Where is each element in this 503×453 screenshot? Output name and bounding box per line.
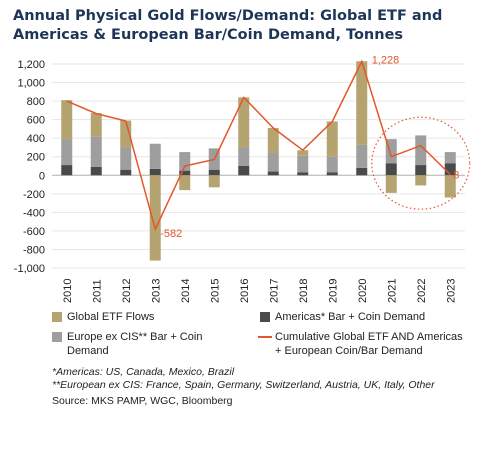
data-label: 8 — [453, 170, 459, 182]
bar-segment — [326, 156, 338, 173]
x-tick-label: 2018 — [298, 279, 310, 303]
legend-swatch-europe — [52, 332, 62, 342]
y-axis-ticks: 1,200 1,000 800 600 400 200 0 -200 -400 -600 -800 -… — [14, 59, 45, 275]
cumulative-line — [66, 59, 451, 232]
bar-segment — [149, 143, 161, 169]
y-tick-label: -400 — [23, 207, 45, 219]
bar-segment — [61, 139, 73, 166]
bar-segment — [326, 172, 338, 176]
bar-segment — [444, 175, 456, 198]
bar-segment — [90, 166, 102, 176]
footnote-europe: **European ex CIS: France, Spain, German… — [52, 379, 435, 391]
x-tick-label: 2021 — [386, 279, 398, 303]
bar-segment — [415, 175, 427, 186]
bar-segment — [238, 166, 250, 176]
y-tick-label: 600 — [27, 115, 45, 127]
stacked-bar-line-chart: 1,200 1,000 800 600 400 200 0 -200 -400 -600 -800 -… — [14, 54, 471, 303]
x-tick-label: 2022 — [416, 279, 428, 303]
bar-segment — [179, 170, 191, 176]
x-tick-label: 2017 — [268, 279, 280, 303]
cumulative-series-line — [66, 59, 451, 232]
y-tick-label: -1,000 — [14, 263, 45, 275]
x-tick-label: 2010 — [62, 279, 74, 303]
bar-segment — [415, 135, 427, 166]
bar-segment — [61, 165, 73, 176]
y-tick-label: 800 — [27, 96, 45, 108]
bar-segment — [149, 168, 161, 176]
x-tick-label: 2013 — [150, 279, 162, 303]
bar-segment — [208, 169, 220, 176]
bar-segment — [120, 120, 132, 148]
bar-segment — [356, 144, 368, 168]
legend-swatch-americas — [260, 312, 270, 322]
legend-label-europe-line2: Demand — [67, 345, 109, 357]
bar-segment — [90, 113, 102, 137]
bar-segment — [356, 61, 368, 145]
legend-label-europe-line1: Europe ex CIS** Bar + Coin — [67, 331, 203, 343]
highlight-circle — [371, 116, 471, 210]
bar-segment — [297, 155, 309, 173]
bar-segment — [90, 136, 102, 167]
bar-segment — [415, 165, 427, 176]
bar-segment — [267, 153, 279, 172]
bar-segment — [267, 171, 279, 176]
footnote-americas: *Americas: US, Canada, Mexico, Brazil — [52, 366, 235, 378]
x-tick-label: 2019 — [327, 279, 339, 303]
y-tick-label: 1,200 — [17, 59, 45, 71]
data-label: 1,228 — [372, 54, 400, 66]
x-tick-label: 2011 — [91, 279, 103, 303]
bar-segment — [385, 175, 397, 193]
bar-segment — [385, 163, 397, 176]
bar-segment — [208, 175, 220, 188]
bar-segment — [267, 127, 279, 154]
bar-segment — [385, 139, 397, 164]
bars — [61, 61, 456, 261]
y-tick-label: 1,000 — [17, 78, 45, 90]
legend-label-europe: Europe ex CIS** Bar + Coin Demand — [67, 330, 202, 358]
y-tick-label: -600 — [23, 226, 45, 238]
x-tick-label: 2020 — [357, 279, 369, 303]
bar-segment — [179, 152, 191, 171]
x-tick-label: 2023 — [445, 279, 457, 303]
legend-label-americas: Americas* Bar + Coin Demand — [275, 311, 426, 323]
legend-label-cumulative: Cumulative Global ETF AND Americas + Eur… — [275, 330, 463, 358]
bar-segment — [120, 169, 132, 176]
bar-segment — [297, 150, 309, 156]
bar-segment — [444, 163, 456, 176]
bar-segment — [238, 147, 250, 166]
x-tick-label: 2015 — [209, 279, 221, 303]
x-tick-label: 2014 — [180, 279, 192, 303]
y-tick-label: -800 — [23, 244, 45, 256]
bar-segment — [61, 100, 73, 140]
bar-segment — [179, 175, 191, 191]
bar-segment — [326, 121, 338, 157]
highlight — [371, 116, 471, 210]
bar-segment — [149, 175, 161, 261]
y-tick-label: -200 — [23, 189, 45, 201]
source-note: Source: MKS PAMP, WGC, Bloomberg — [52, 395, 233, 407]
bar-segment — [238, 97, 250, 148]
y-tick-label: 200 — [27, 152, 45, 164]
legend-label-cumulative-line2: + European Coin/Bar Demand — [275, 345, 423, 357]
grid-lines — [52, 63, 465, 269]
legend-label-etf: Global ETF Flows — [67, 311, 155, 323]
legend-swatch-etf — [52, 312, 62, 322]
x-tick-label: 2012 — [121, 279, 133, 303]
x-axis-ticks: 2010 2011 2012 2013 2014 2015 2016 2017 2018 2019… — [62, 279, 458, 303]
bar-segment — [120, 147, 132, 170]
bar-segment — [356, 167, 368, 176]
y-tick-label: 0 — [39, 170, 45, 182]
legend-label-cumulative-line1: Cumulative Global ETF AND Americas — [275, 331, 463, 343]
chart-title: Annual Physical Gold Flows/Demand: Globa… — [13, 8, 443, 43]
x-tick-label: 2016 — [239, 279, 251, 303]
data-labels: -582 1,228 8 — [160, 54, 459, 240]
data-label: -582 — [160, 228, 182, 240]
y-tick-label: 400 — [27, 133, 45, 145]
bar-segment — [444, 152, 456, 164]
legend-swatch-cumulative — [258, 336, 272, 338]
bar-segment — [297, 172, 309, 176]
